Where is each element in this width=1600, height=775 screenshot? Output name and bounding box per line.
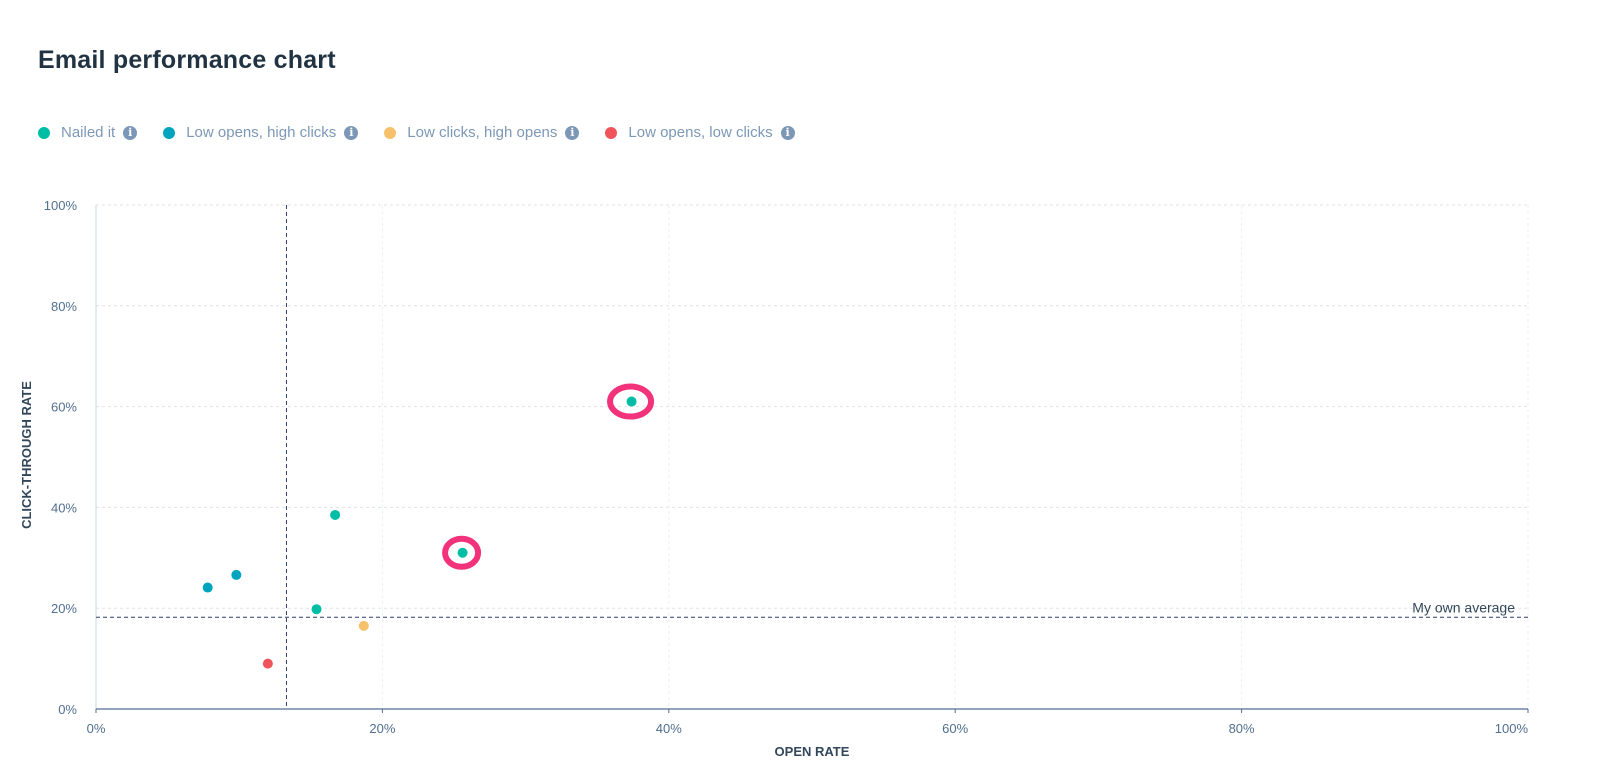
y-tick-label: 20%: [51, 601, 77, 616]
info-icon[interactable]: i: [123, 125, 138, 140]
legend-dot-low-opens-low-clicks: [605, 126, 618, 139]
y-tick-label: 0%: [58, 702, 77, 717]
y-tick-label: 40%: [51, 500, 77, 515]
info-icon[interactable]: i: [780, 125, 795, 140]
x-tick-label: 0%: [87, 721, 106, 736]
legend-label: Low opens, high clicks: [186, 124, 337, 141]
legend-item-low-clicks-high-opens[interactable]: Low clicks, high opens i: [384, 124, 580, 141]
legend-label: Low opens, low clicks: [628, 124, 773, 141]
legend-item-low-opens-high-clicks[interactable]: Low opens, high clicks i: [163, 124, 359, 141]
x-tick-label: 20%: [369, 721, 395, 736]
data-point[interactable]: [231, 569, 242, 580]
data-point[interactable]: [202, 582, 213, 593]
legend-label: Nailed it: [61, 124, 116, 141]
data-point[interactable]: [457, 547, 468, 558]
x-tick-label: 60%: [942, 721, 968, 736]
info-icon[interactable]: i: [344, 125, 359, 140]
legend-item-low-opens-low-clicks[interactable]: Low opens, low clicks i: [605, 124, 795, 141]
data-point[interactable]: [311, 604, 322, 615]
x-tick-label: 100%: [1495, 721, 1529, 736]
data-point[interactable]: [626, 396, 637, 407]
average-line-label: My own average: [1412, 599, 1515, 615]
y-tick-label: 100%: [44, 198, 78, 213]
legend-label: Low clicks, high opens: [407, 124, 558, 141]
info-icon[interactable]: i: [565, 125, 580, 140]
highlight-ring: [442, 535, 482, 570]
y-tick-label: 80%: [51, 299, 77, 314]
x-tick-label: 40%: [656, 721, 682, 736]
legend-item-nailed-it[interactable]: Nailed it i: [38, 124, 138, 141]
legend-dot-low-opens-high-clicks: [163, 126, 176, 139]
data-point[interactable]: [262, 658, 273, 669]
x-tick-label: 80%: [1229, 721, 1255, 736]
x-axis-title: OPEN RATE: [775, 744, 850, 759]
data-point[interactable]: [330, 509, 341, 520]
chart-legend: Nailed it i Low opens, high clicks i Low…: [38, 124, 821, 141]
legend-dot-nailed-it: [38, 126, 50, 139]
page-title: Email performance chart: [38, 46, 336, 74]
legend-dot-low-clicks-high-opens: [384, 126, 397, 139]
highlight-ring: [607, 383, 655, 420]
y-tick-label: 60%: [51, 400, 77, 415]
data-point[interactable]: [358, 620, 369, 631]
y-axis-title: CLICK-THROUGH RATE: [19, 381, 34, 529]
